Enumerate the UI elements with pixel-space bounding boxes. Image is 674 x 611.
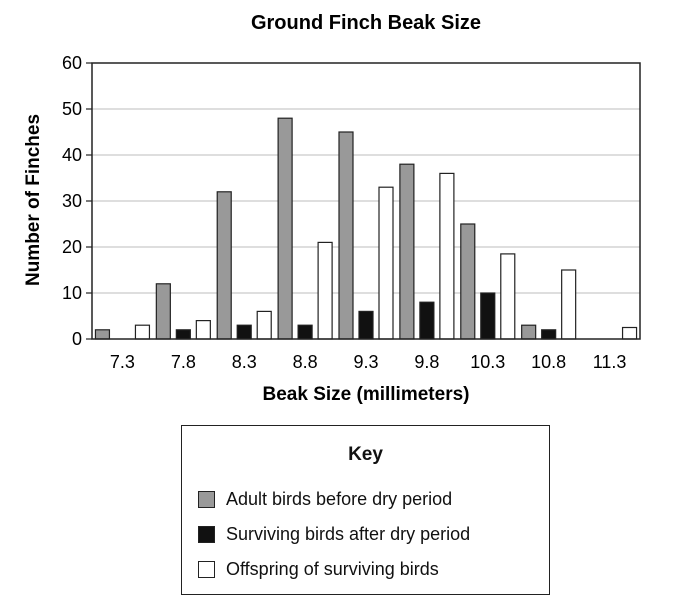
bar-1-10.8 [541, 329, 557, 340]
legend-item-surviving: Surviving birds after dry period [198, 523, 470, 545]
bar-1-10.3 [480, 292, 496, 340]
x-tick-label-10.3: 10.3 [470, 352, 505, 372]
bar-2-10.3 [500, 253, 516, 340]
y-axis-ticks: 0 10 20 30 40 50 60 [62, 53, 92, 349]
bar-chart: Ground Finch Beak Size 0 10 20 30 40 50 60 7.3… [23, 12, 641, 405]
x-axis-ticks: 7.3 7.8 8.3 8.8 9.3 9.8 10.3 10.8 11.3 [110, 352, 626, 372]
x-tick-label-8.8: 8.8 [293, 352, 318, 372]
legend-title: Key [348, 444, 383, 465]
legend-item-offspring: Offspring of surviving birds [198, 558, 439, 580]
bar-2-9.8 [439, 172, 455, 340]
bar-2-8.3 [256, 310, 272, 340]
y-tick-label-30: 30 [62, 191, 82, 211]
bars [94, 117, 638, 340]
x-tick-label-7.3: 7.3 [110, 352, 135, 372]
y-tick-label-10: 10 [62, 283, 82, 303]
x-tick-label-9.8: 9.8 [414, 352, 439, 372]
bar-1-9.8 [419, 301, 435, 340]
legend-swatch-offspring [198, 560, 215, 578]
bar-0-10.8 [521, 324, 537, 340]
chart-title: Ground Finch Beak Size [251, 12, 481, 34]
bar-2-7.8 [195, 320, 211, 340]
y-tick-label-40: 40 [62, 145, 82, 165]
bar-2-9.3 [378, 186, 394, 340]
legend-swatch-adult [198, 490, 215, 508]
y-tick-label-60: 60 [62, 53, 82, 73]
legend-label-offspring: Offspring of surviving birds [226, 558, 439, 579]
y-tick-label-20: 20 [62, 237, 82, 257]
bar-0-9.3 [338, 131, 354, 340]
bar-2-8.8 [317, 241, 333, 340]
bar-0-8.3 [216, 191, 232, 340]
bar-1-9.3 [358, 310, 374, 340]
legend-label-adult: Adult birds before dry period [226, 488, 453, 509]
bar-0-10.3 [460, 223, 476, 340]
bar-0-7.3 [94, 329, 111, 340]
bar-2-11.3 [621, 326, 638, 340]
x-tick-label-7.8: 7.8 [171, 352, 196, 372]
y-tick-label-0: 0 [72, 329, 82, 349]
bar-0-8.8 [277, 117, 293, 340]
bar-1-8.8 [297, 324, 313, 340]
bar-1-7.8 [175, 329, 191, 340]
x-tick-label-9.3: 9.3 [353, 352, 378, 372]
x-tick-label-10.8: 10.8 [531, 352, 566, 372]
y-tick-label-50: 50 [62, 99, 82, 119]
legend-item-adult: Adult birds before dry period [198, 488, 452, 510]
bar-1-8.3 [236, 324, 252, 340]
bar-0-9.8 [399, 163, 415, 340]
legend-label-surviving: Surviving birds after dry period [226, 523, 471, 544]
x-axis-label: Beak Size (millimeters) [263, 384, 470, 405]
legend-swatch-surviving [198, 525, 215, 543]
bar-2-10.8 [561, 269, 577, 340]
bar-2-7.3 [134, 324, 151, 340]
legend: Key Adult birds before dry period Surviv… [181, 425, 550, 595]
y-axis-label: Number of Finches [23, 114, 44, 286]
x-tick-label-8.3: 8.3 [232, 352, 257, 372]
bar-0-7.8 [155, 283, 171, 340]
gridlines [92, 108, 640, 294]
x-tick-label-11.3: 11.3 [593, 352, 627, 372]
